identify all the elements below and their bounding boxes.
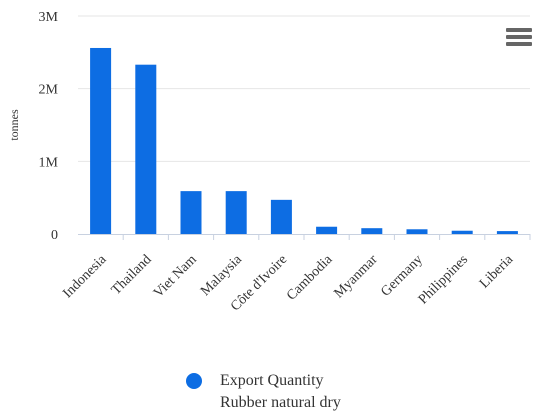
hamburger-menu-icon[interactable] [506,28,532,50]
x-tick-label: Indonesia [60,252,110,302]
x-tick-label: Philippines [416,252,471,307]
bar [225,191,247,234]
bar [90,47,112,235]
bar [496,231,518,234]
bar [406,229,428,234]
bar [180,191,202,234]
menu-line-2 [506,35,532,39]
menu-line-1 [506,28,532,32]
y-axis-title: tonnes [7,109,21,141]
x-tick-label: Thailand [109,252,155,298]
menu-line-3 [506,42,532,46]
legend-marker [186,373,202,389]
bar [135,64,157,234]
legend-label: Export Quantity Rubber natural dry [220,370,341,414]
y-tick-label: 3M [39,10,59,25]
y-tick-label: 1M [39,155,59,170]
x-tick-label: Liberia [477,252,517,292]
bar [361,228,383,234]
y-tick-label: 2M [39,83,59,98]
y-tick-label: 0 [51,228,58,243]
x-tick-label: Myanmar [332,252,381,301]
legend-label-line-1: Export Quantity [220,372,324,389]
legend-label-line-2: Rubber natural dry [220,394,341,411]
bar [316,226,338,234]
x-tick-label: Cambodia [284,252,336,304]
bar [451,230,473,234]
bar [270,199,292,234]
x-tick-label: Viet Nam [151,252,200,301]
